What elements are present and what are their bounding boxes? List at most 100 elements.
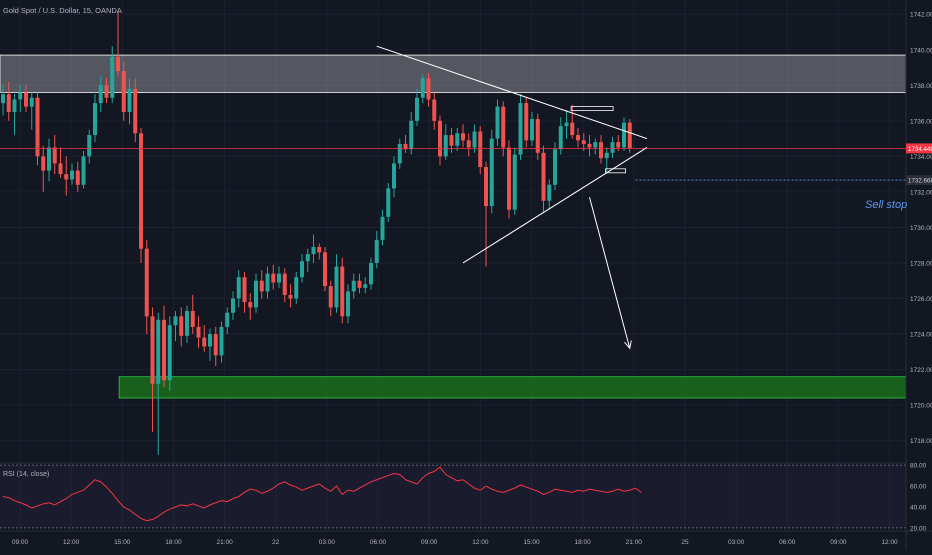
candle-body <box>495 106 500 139</box>
candle-body <box>604 152 609 159</box>
rsi-tick-label: 40.00 <box>910 504 927 511</box>
candle-body <box>317 246 322 253</box>
demand-zone <box>118 376 907 399</box>
candle-body <box>41 156 46 171</box>
candle-body <box>1 94 5 104</box>
chart-title: Gold Spot / U.S. Dollar, 15, OANDA <box>3 6 122 15</box>
rsi-tick-label: 80.00 <box>910 463 927 470</box>
price-tick-label: 1726.000 <box>910 296 932 303</box>
candle-body <box>438 120 442 157</box>
candle-body <box>570 122 575 136</box>
candle-body <box>81 156 86 185</box>
candle-body <box>116 56 120 72</box>
time-tick-label: 03:00 <box>728 539 745 546</box>
candle-body <box>127 88 132 112</box>
candle-body <box>225 312 230 327</box>
candle-body <box>167 325 172 381</box>
candle-body <box>397 143 402 164</box>
candle-body <box>593 142 598 148</box>
candle-body <box>311 246 316 255</box>
candle-body <box>553 149 557 185</box>
candle-body <box>627 122 632 149</box>
price-tick-label: 1742.000 <box>910 12 932 19</box>
candle-body <box>564 122 569 127</box>
candle-body <box>392 163 396 189</box>
candle-body <box>179 316 184 336</box>
candle-body <box>254 280 258 308</box>
candle-body <box>294 277 299 299</box>
candle-body <box>524 103 529 141</box>
zones <box>0 54 907 399</box>
price-axis-panel <box>906 0 932 550</box>
candle-body <box>403 143 408 150</box>
candle-body <box>202 337 207 347</box>
projection-arrow-line <box>589 197 631 349</box>
candle-body <box>35 97 40 157</box>
candle-body <box>599 142 603 159</box>
candle-body <box>507 147 511 210</box>
candle-body <box>328 286 333 308</box>
upper-break-box <box>570 106 614 112</box>
price-tick-label: 1728.000 <box>910 260 932 267</box>
candle-body <box>535 119 540 153</box>
candle-body <box>489 138 494 207</box>
candle-body <box>409 120 414 150</box>
candle-body <box>300 261 304 278</box>
candle-body <box>6 94 11 112</box>
candle-body <box>144 248 149 317</box>
candle-body <box>231 298 235 313</box>
candle-body <box>466 140 471 148</box>
candle-body <box>248 302 253 308</box>
candle-body <box>64 174 69 180</box>
price-tick-label: 1720.000 <box>910 403 932 410</box>
price-tick-label: 1722.000 <box>910 367 932 374</box>
candle-body <box>236 277 241 299</box>
candle-body <box>357 280 362 288</box>
current-price-tag-label: 1734.448 <box>908 146 932 153</box>
candle-body <box>622 122 626 148</box>
candle-body <box>242 277 247 303</box>
candle-body <box>351 280 356 292</box>
price-tick-label: 1738.000 <box>910 83 932 90</box>
triangle-upper-line <box>376 45 648 140</box>
candle-body <box>24 92 28 107</box>
projection-arrow-head <box>624 340 632 350</box>
candle-body <box>420 78 425 98</box>
supply-zone <box>0 54 907 93</box>
time-tick-label: 15:00 <box>523 539 540 546</box>
candle-body <box>340 266 345 317</box>
time-tick-label: 18:00 <box>575 539 592 546</box>
candle-body <box>386 188 391 217</box>
time-tick-label: 09:00 <box>12 539 29 546</box>
time-tick-label: 09:00 <box>830 539 847 546</box>
candle-body <box>369 262 373 285</box>
rsi-band <box>0 465 906 528</box>
candle-body <box>162 319 166 381</box>
candle-body <box>185 310 189 336</box>
lower-break-box <box>605 168 626 174</box>
candle-body <box>616 142 621 148</box>
candle-body <box>150 316 155 384</box>
time-tick-label: 12:00 <box>63 539 80 546</box>
price-tick-label: 1730.000 <box>910 225 932 232</box>
candle-body <box>501 106 506 148</box>
candle-body <box>47 147 51 171</box>
candle-body <box>29 97 34 107</box>
rsi-label: RSI (14, close) <box>3 471 49 478</box>
sell-stop-annotation: Sell stop <box>865 199 907 211</box>
candle-body <box>472 131 477 148</box>
candle-body <box>512 154 517 210</box>
candle-body <box>156 319 161 384</box>
candle-body <box>52 147 57 164</box>
candle-body <box>139 133 143 249</box>
candle-body <box>208 334 212 347</box>
candle-body <box>12 99 17 112</box>
price-tick-label: 1734.000 <box>910 154 932 161</box>
candle-body <box>173 316 178 326</box>
candle-body <box>323 252 327 287</box>
price-tick-label: 1718.000 <box>910 438 932 445</box>
time-tick-label: 21:00 <box>626 539 643 546</box>
time-tick-label: 12:00 <box>881 539 898 546</box>
